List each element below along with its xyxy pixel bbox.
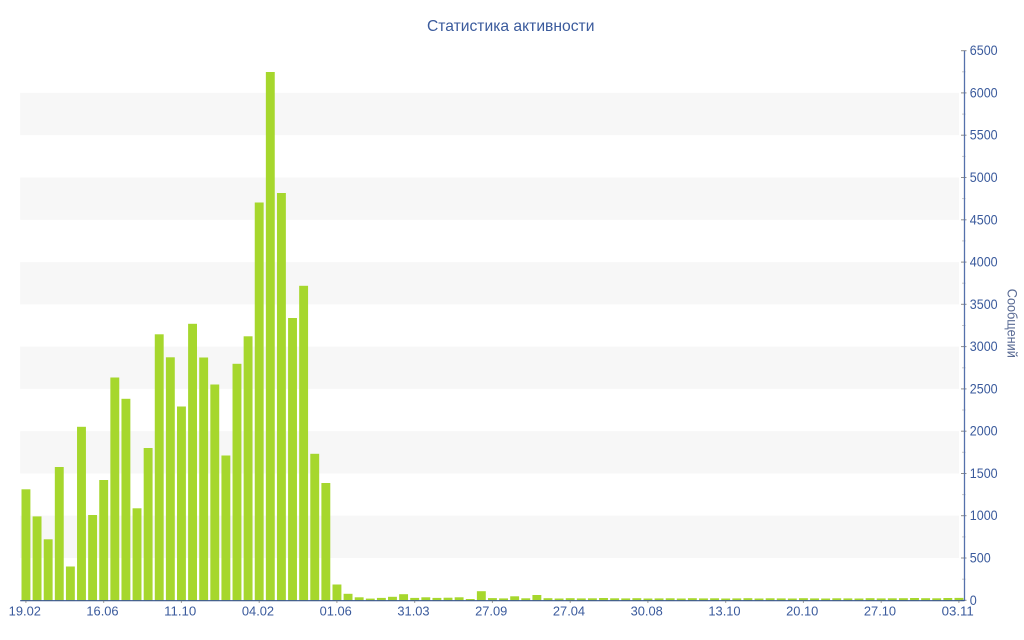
svg-text:1500: 1500 — [970, 466, 998, 481]
svg-text:3500: 3500 — [970, 297, 998, 312]
svg-text:27.10: 27.10 — [864, 604, 896, 619]
svg-text:11.10: 11.10 — [164, 604, 196, 619]
svg-text:2500: 2500 — [970, 381, 998, 396]
svg-text:Сообщений: Сообщений — [1005, 289, 1020, 358]
svg-text:04.02: 04.02 — [242, 604, 274, 619]
svg-text:500: 500 — [970, 551, 991, 566]
svg-text:13.10: 13.10 — [708, 604, 740, 619]
svg-text:01.06: 01.06 — [320, 604, 352, 619]
svg-text:6000: 6000 — [970, 85, 998, 100]
svg-text:4500: 4500 — [970, 212, 998, 227]
svg-text:20.10: 20.10 — [786, 604, 818, 619]
svg-text:Статистика активности: Статистика активности — [427, 18, 595, 35]
svg-text:0: 0 — [970, 593, 977, 608]
svg-text:16.06: 16.06 — [86, 604, 118, 619]
svg-text:31.03: 31.03 — [397, 604, 429, 619]
svg-text:3000: 3000 — [970, 339, 998, 354]
svg-text:19.02: 19.02 — [9, 604, 41, 619]
svg-text:6500: 6500 — [970, 43, 998, 58]
svg-text:03.11: 03.11 — [942, 604, 974, 619]
svg-text:27.09: 27.09 — [475, 604, 507, 619]
svg-text:5000: 5000 — [970, 170, 998, 185]
svg-text:1000: 1000 — [970, 508, 998, 523]
svg-text:27.04: 27.04 — [553, 604, 585, 619]
svg-text:2000: 2000 — [970, 424, 998, 439]
svg-text:4000: 4000 — [970, 255, 998, 270]
svg-text:5500: 5500 — [970, 128, 998, 143]
svg-text:30.08: 30.08 — [631, 604, 663, 619]
